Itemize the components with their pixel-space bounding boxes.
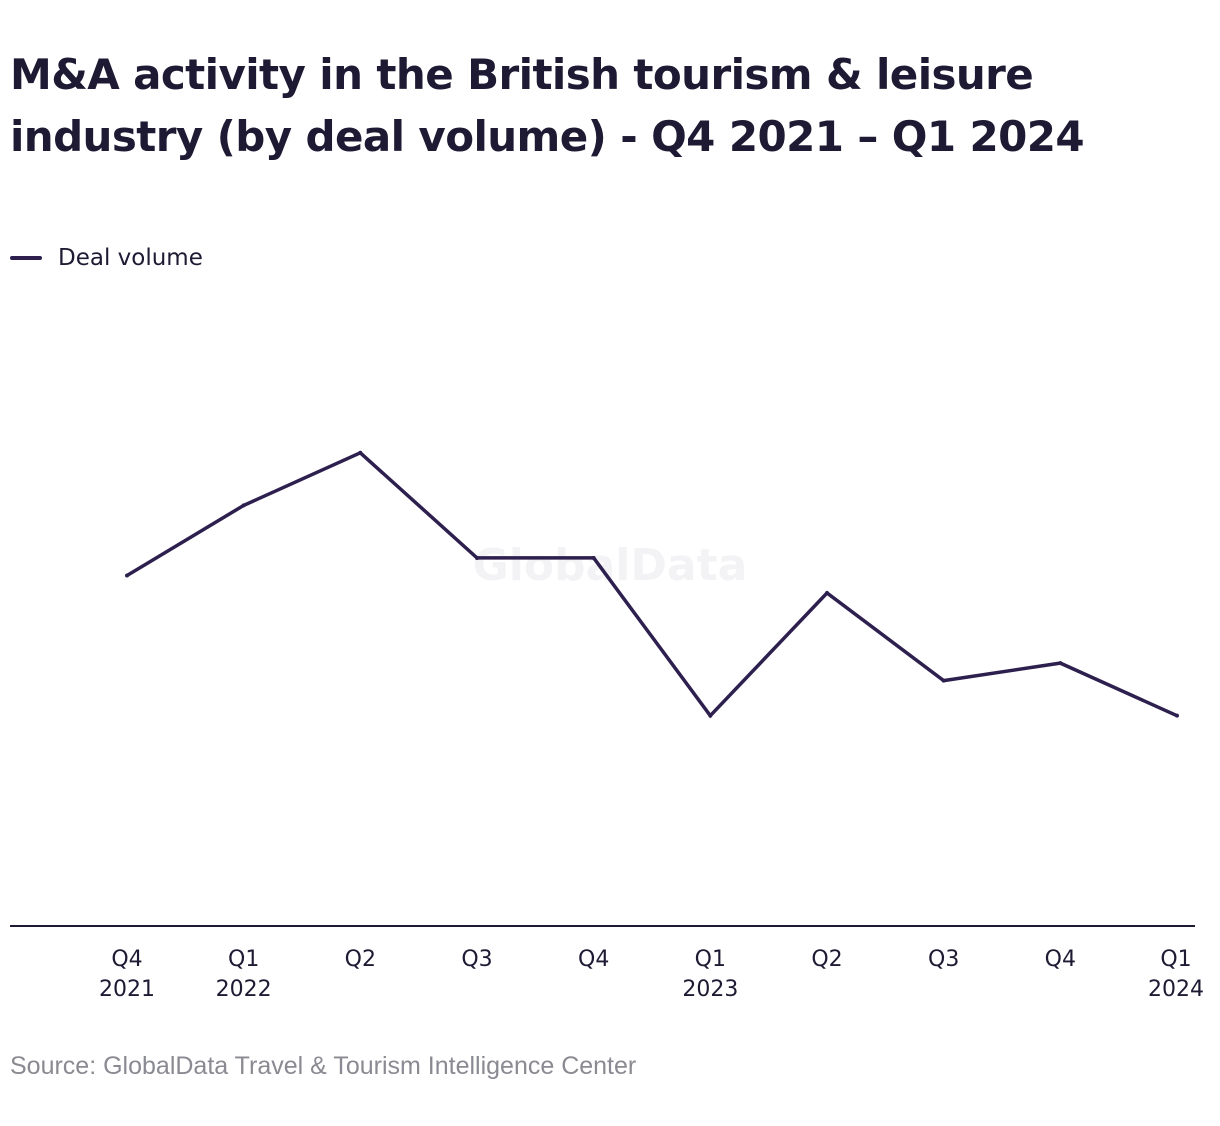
legend: Deal volume (10, 240, 203, 276)
x-tick-label-8: Q4 (1045, 947, 1076, 972)
data-point-7 (941, 678, 946, 683)
data-point-8 (1058, 661, 1063, 666)
x-tick-label-5: Q1 2023 (682, 947, 738, 1002)
data-point-1 (241, 503, 246, 508)
x-tick-label-2: Q2 (345, 947, 376, 972)
x-axis-ticks: Q4 2021 Q1 2022 Q2 Q3 Q4 Q1 2023 Q2 Q3 Q4 Q1 2024 (99, 947, 1204, 1002)
watermark: GlobalData (473, 540, 748, 591)
data-point-0 (125, 573, 129, 578)
series-layer (125, 450, 1179, 719)
series-line-0 (126, 450, 1178, 719)
x-tick-label-6: Q2 (811, 947, 842, 972)
legend-swatch-deal-volume (10, 256, 42, 260)
data-point-6 (825, 591, 829, 595)
x-tick-label-0: Q4 2021 (99, 947, 155, 1002)
data-point-2 (358, 450, 363, 455)
data-point-5 (708, 713, 713, 718)
data-point-4 (591, 555, 596, 560)
data-point-3 (475, 555, 479, 560)
x-tick-label-3: Q3 (461, 947, 492, 972)
legend-label-deal-volume: Deal volume (58, 245, 203, 271)
x-tick-label-4: Q4 (578, 947, 609, 972)
x-tick-label-9: Q1 2024 (1148, 947, 1204, 1002)
x-tick-label-1: Q1 2022 (216, 947, 272, 1002)
x-tick-label-7: Q3 (928, 947, 959, 972)
source-note: Source: GlobalData Travel & Tourism Inte… (10, 1052, 637, 1080)
chart-title: M&A activity in the British tourism & le… (10, 50, 1085, 161)
data-point-9 (1175, 713, 1179, 718)
